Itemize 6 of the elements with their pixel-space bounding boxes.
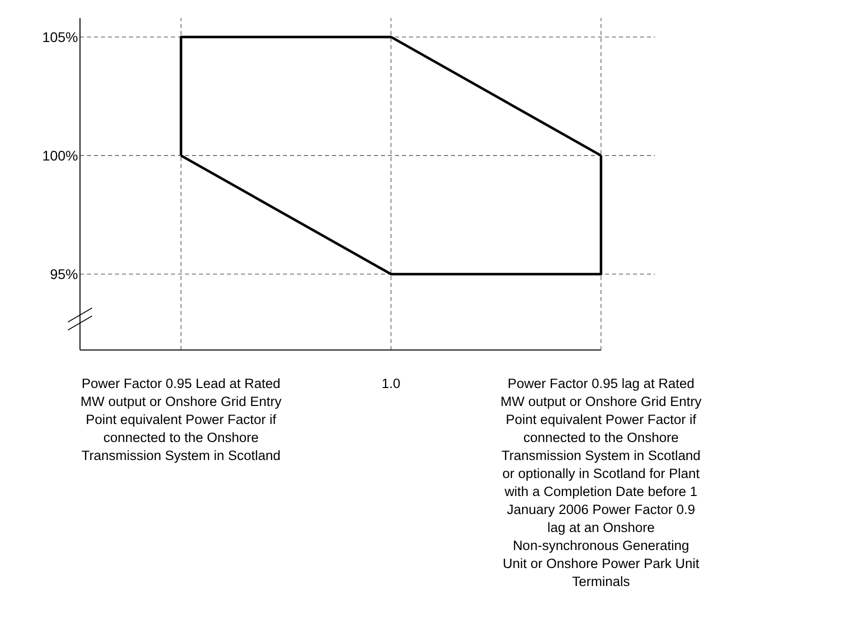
x-tick-label: 1.0 — [382, 376, 400, 391]
y-tick-label: 95% — [50, 266, 78, 282]
category-label: Power Factor 0.95 lag at Rated MW output or Onshore Grid Entry Point equivalent Power Factor if connected to the Onshore Transmission System in Scotland or optionally in Scotland for Plant with a Completion Date before 1 January 2006 Power Factor 0.9 lag at an Onshore Non-synchronous Generating Unit or Onshore Power Park Unit Terminals — [500, 376, 702, 589]
y-tick-label: 105% — [42, 28, 78, 45]
y-tick-label: 100% — [42, 147, 78, 164]
x-tick-label: Power Factor 0.95 Lead at Rated MW output or Onshore Grid Entry Point equivalent Power Factor if connected to the Onshore Transmission System in Scotland — [80, 376, 282, 463]
